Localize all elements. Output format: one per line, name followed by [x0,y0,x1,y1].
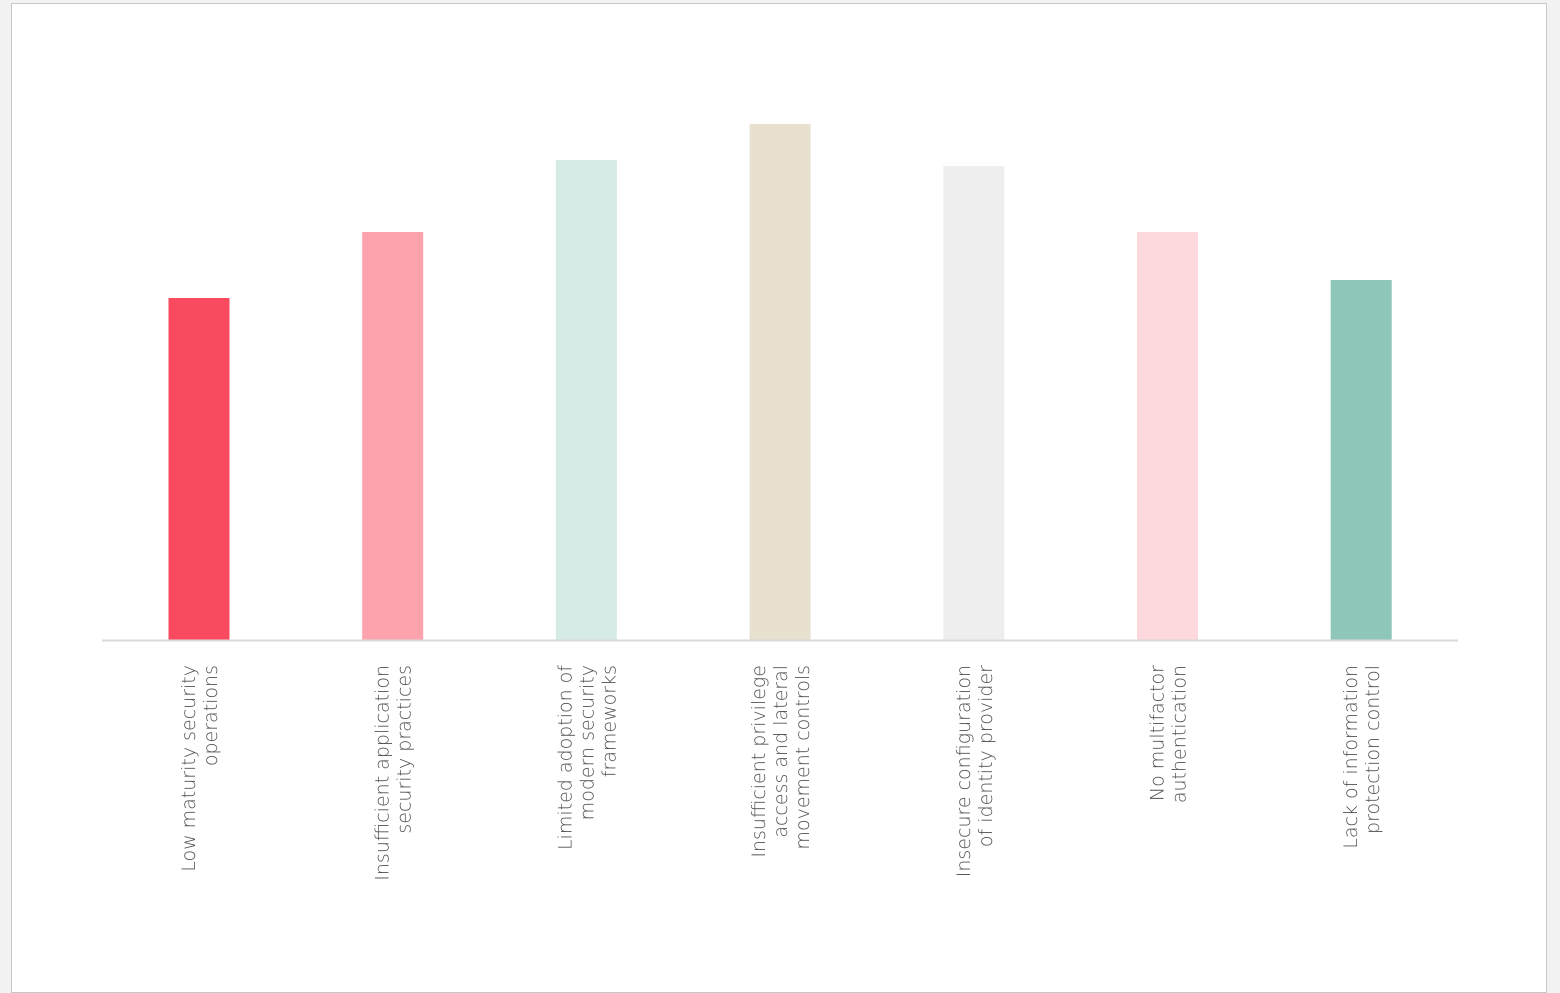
bar-3 [555,160,617,640]
svg-text:Insufficient applicationsecuri: Insufficient applicationsecurity practic… [372,665,416,881]
x-tick-label-3: Limited adoption ofmodern securityframew… [554,665,620,850]
x-tick-label-5: Insecure configurationof identity provid… [953,665,997,877]
chart-card: Low maturity securityoperations Insuffici… [11,3,1547,993]
bar-5 [943,166,1005,640]
x-tick-label-4: Insufficient privilegeaccess and lateral… [748,665,814,858]
x-tick-label-1: Low maturity securityoperations [178,665,222,872]
bar-6 [1137,232,1198,640]
svg-text:No multifactorauthentication: No multifactorauthentication [1147,665,1191,803]
svg-text:Limited adoption ofmodern secu: Limited adoption ofmodern securityframew… [554,665,620,850]
x-tick-label-7: Lack of informationprotection control [1340,665,1384,849]
x-tick-label-6: No multifactorauthentication [1147,665,1191,803]
svg-text:Insufficient privilegeaccess a: Insufficient privilegeaccess and lateral… [748,665,814,858]
bar-1 [168,298,230,640]
svg-text:Low maturity securityoperation: Low maturity securityoperations [178,665,222,872]
bar-7 [1330,280,1392,640]
bar-chart: Low maturity securityoperations Insuffici… [102,124,1458,881]
svg-text:Insecure configurationof ident: Insecure configurationof identity provid… [953,665,997,877]
svg-text:Lack of informationprotection: Lack of informationprotection control [1340,665,1384,849]
bar-2 [362,232,424,640]
bar-4 [749,124,811,640]
x-tick-label-2: Insufficient applicationsecurity practic… [372,665,416,881]
